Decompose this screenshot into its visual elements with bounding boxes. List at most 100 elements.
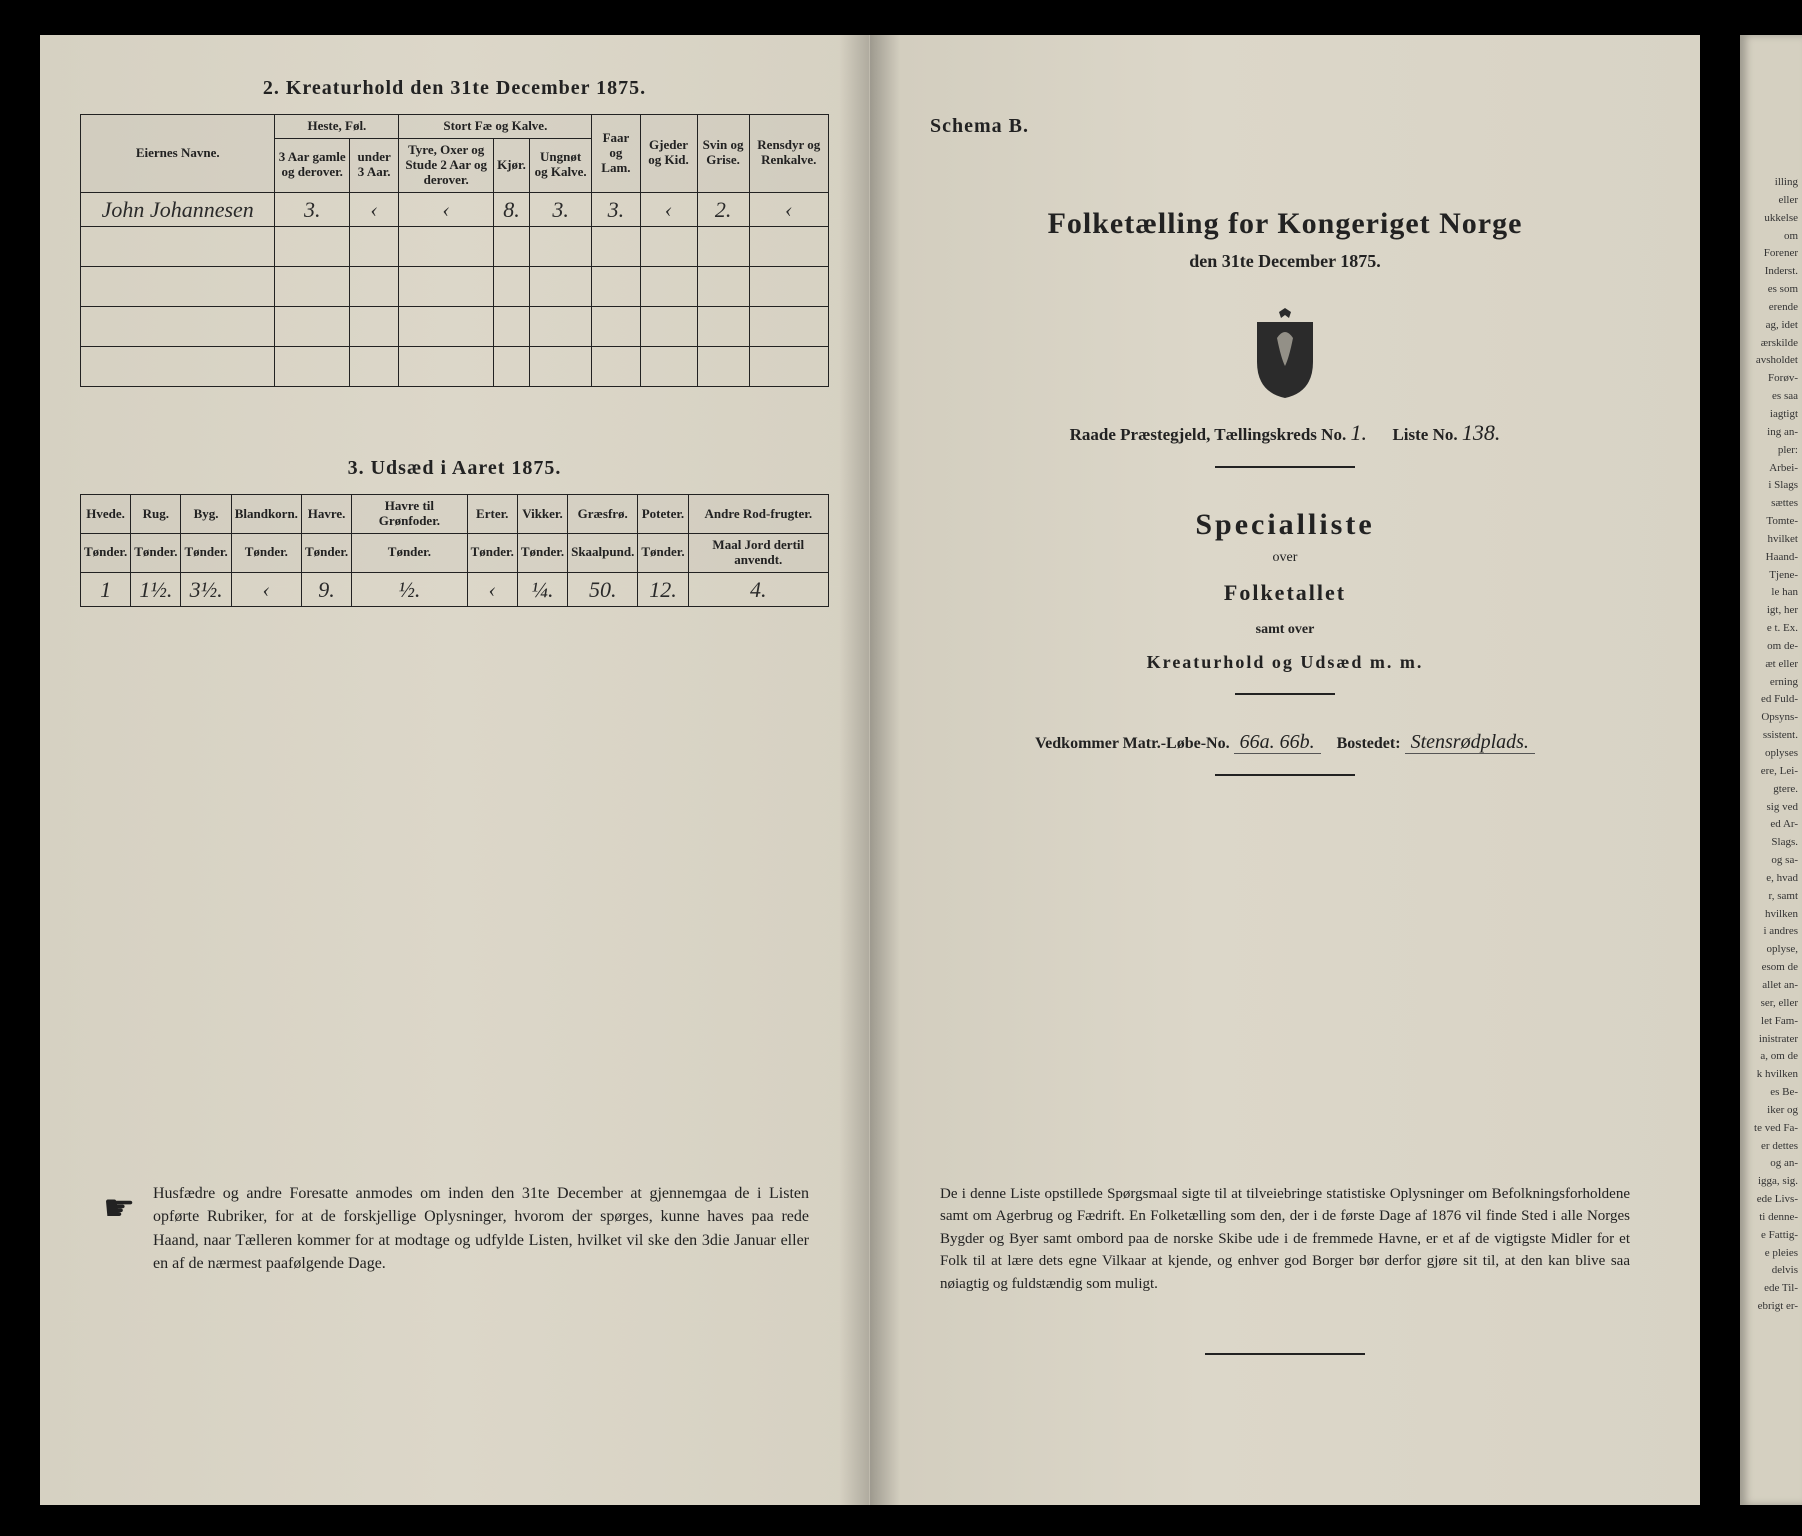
edge-fragment: le han — [1744, 585, 1798, 600]
edge-fragment: Opsyns- — [1744, 710, 1798, 725]
edge-fragment: te ved Fa- — [1744, 1121, 1798, 1136]
book-spread: 2. Kreaturhold den 31te December 1875. E… — [40, 35, 1700, 1505]
edge-fragment: ssistent. — [1744, 728, 1798, 743]
cell: 9. — [301, 572, 351, 606]
cell: ‹ — [231, 572, 301, 606]
edge-fragment: ærskilde — [1744, 336, 1798, 351]
edge-fragment: illing — [1744, 175, 1798, 190]
list-prefix: Liste No. — [1392, 425, 1457, 444]
edge-fragment: oplyses — [1744, 746, 1798, 761]
edge-fragment: Forøv- — [1744, 371, 1798, 386]
edge-fragment: Forener — [1744, 246, 1798, 261]
col-mixed: Blandkorn. — [231, 495, 301, 534]
cell: 4. — [688, 572, 828, 606]
edge-fragment: igt, her — [1744, 603, 1798, 618]
col-cows: Kjør. — [494, 138, 530, 192]
edge-fragment: æt eller — [1744, 657, 1798, 672]
edge-fragment: i andres — [1744, 924, 1798, 939]
edge-fragment: ere, Lei- — [1744, 764, 1798, 779]
folketallet: Folketallet — [940, 580, 1630, 606]
cell: ‹ — [467, 572, 517, 606]
table-row — [81, 347, 829, 387]
unit: Skaalpund. — [568, 533, 638, 572]
edge-fragment: og an- — [1744, 1156, 1798, 1171]
col-owner: Eiernes Navne. — [81, 115, 275, 193]
list-no: 138. — [1462, 420, 1501, 445]
edge-fragment: es Be- — [1744, 1085, 1798, 1100]
district-prefix: Raade Præstegjeld, Tællingskreds No. — [1070, 425, 1347, 444]
vedk-prefix: Vedkommer Matr.-Løbe-No. — [1035, 735, 1230, 752]
edge-fragment: eller — [1744, 193, 1798, 208]
col-potatoes: Poteter. — [638, 495, 688, 534]
coat-of-arms-icon — [1245, 300, 1325, 400]
col-oats-green: Havre til Grønfoder. — [352, 495, 467, 534]
section3-title: 3. Udsæd i Aaret 1875. — [80, 457, 829, 480]
col-wheat: Hvede. — [81, 495, 131, 534]
samt-over: samt over — [940, 622, 1630, 638]
cell: 3. — [529, 192, 592, 226]
edge-fragment: sig ved — [1744, 800, 1798, 815]
district-line: Raade Præstegjeld, Tællingskreds No. 1. … — [940, 420, 1630, 446]
kreatur-line: Kreaturhold og Udsæd m. m. — [940, 652, 1630, 673]
over-label: over — [940, 550, 1630, 566]
edge-fragment: avsholdet — [1744, 353, 1798, 368]
cell: ¼. — [517, 572, 567, 606]
cell: ‹ — [640, 192, 697, 226]
divider — [1235, 693, 1335, 695]
edge-fragment: Tomte- — [1744, 514, 1798, 529]
unit: Tønder. — [181, 533, 231, 572]
cell: ‹ — [350, 192, 399, 226]
col-barley: Byg. — [181, 495, 231, 534]
edge-fragment: Arbei- — [1744, 461, 1798, 476]
edge-fragment: Inderst. — [1744, 264, 1798, 279]
edge-fragment: ed Fuld- — [1744, 692, 1798, 707]
bosted-prefix: Bostedet: — [1337, 735, 1401, 752]
divider — [1205, 1353, 1365, 1355]
edge-fragment: igga, sig. — [1744, 1174, 1798, 1189]
title-block: Folketælling for Kongeriget Norge den 31… — [910, 67, 1660, 776]
edge-fragment: om de- — [1744, 639, 1798, 654]
unit: Tønder. — [131, 533, 181, 572]
col-pigs: Svin og Grise. — [697, 115, 749, 193]
col-roots: Andre Rod-frugter. — [688, 495, 828, 534]
col-oats: Havre. — [301, 495, 351, 534]
edge-fragment: allet an- — [1744, 978, 1798, 993]
edge-fragment: ed Ar- — [1744, 817, 1798, 832]
unit: Tønder. — [81, 533, 131, 572]
edge-fragment: om — [1744, 229, 1798, 244]
cell: 1 — [81, 572, 131, 606]
divider — [1215, 466, 1355, 468]
edge-fragment: ti denne- — [1744, 1210, 1798, 1225]
cell: 3. — [592, 192, 640, 226]
schema-label: Schema B. — [930, 115, 1029, 138]
edge-fragment: ukkelse — [1744, 211, 1798, 226]
edge-fragment: es som — [1744, 282, 1798, 297]
main-title: Folketælling for Kongeriget Norge — [940, 207, 1630, 241]
livestock-table: Eiernes Navne. Heste, Føl. Stort Fæ og K… — [80, 114, 829, 387]
col-group-cattle: Stort Fæ og Kalve. — [399, 115, 592, 139]
cell: ½. — [352, 572, 467, 606]
edge-fragment: r, samt — [1744, 889, 1798, 904]
cell: 8. — [494, 192, 530, 226]
edge-fragment: pler: — [1744, 443, 1798, 458]
edge-fragment: a, om de — [1744, 1049, 1798, 1064]
edge-fragment: iagtigt — [1744, 407, 1798, 422]
edge-fragment: e Fattig- — [1744, 1228, 1798, 1243]
edge-fragment: delvis — [1744, 1263, 1798, 1278]
col-calves: Ungnøt og Kalve. — [529, 138, 592, 192]
col-rye: Rug. — [131, 495, 181, 534]
col-vetch: Vikker. — [517, 495, 567, 534]
cell: ‹ — [399, 192, 494, 226]
edge-fragment: k hvilken — [1744, 1067, 1798, 1082]
col-grass: Græsfrø. — [568, 495, 638, 534]
cell: ‹ — [749, 192, 828, 226]
left-footnote: ☛ Husfædre og andre Foresatte anmodes om… — [95, 1182, 809, 1275]
edge-fragment: er dettes — [1744, 1139, 1798, 1154]
cell: 3. — [275, 192, 350, 226]
edge-fragment: e, hvad — [1744, 871, 1798, 886]
edge-fragment: Haand- — [1744, 550, 1798, 565]
edge-fragment: erning — [1744, 675, 1798, 690]
vedkommer-line: Vedkommer Matr.-Løbe-No. 66a. 66b. Boste… — [940, 731, 1630, 754]
edge-fragment: hvilket — [1744, 532, 1798, 547]
edge-fragment: inistrater — [1744, 1032, 1798, 1047]
